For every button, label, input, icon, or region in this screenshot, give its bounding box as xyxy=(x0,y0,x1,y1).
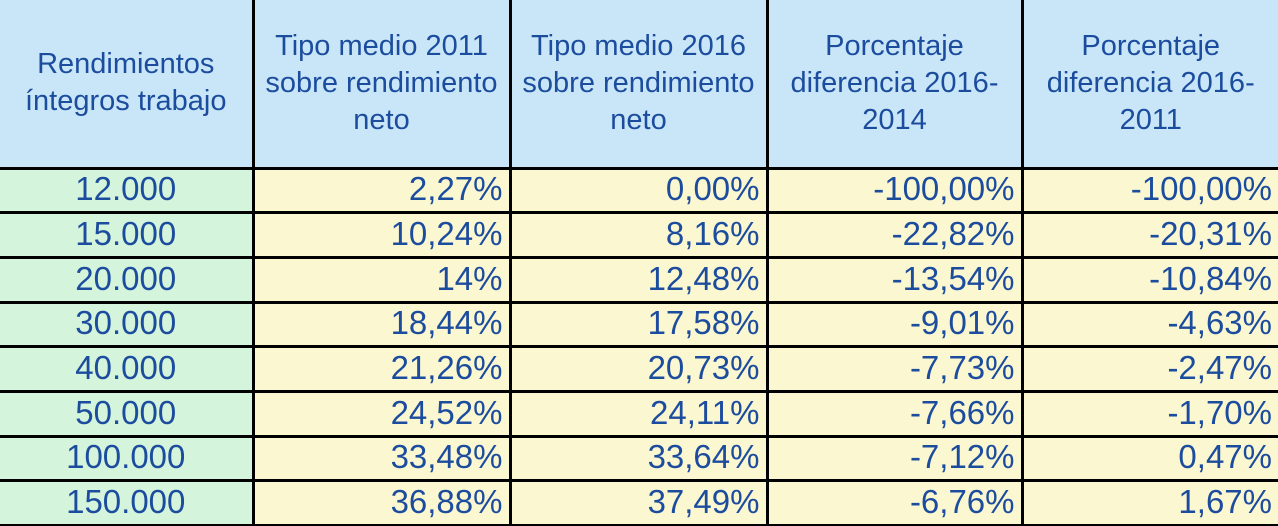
data-cell: -13,54% xyxy=(765,255,1024,304)
row-label-cell: 30.000 xyxy=(0,300,255,349)
table-row: 12.000 2,27% 0,00% -100,00% -100,00% xyxy=(0,166,1278,215)
table-row: 15.000 10,24% 8,16% -22,82% -20,31% xyxy=(0,211,1278,259)
header-tipo-medio-2011: Tipo medio 2011 sobre rendimiento neto xyxy=(251,0,512,170)
row-label-cell: 20.000 xyxy=(0,255,255,304)
data-cell: 8,16% xyxy=(508,211,769,259)
data-cell: -6,76% xyxy=(765,479,1024,526)
data-cell: -4,63% xyxy=(1020,300,1278,349)
header-row: Rendimientos íntegros trabajo Tipo medio… xyxy=(0,0,1278,170)
data-cell: 1,67% xyxy=(1020,479,1278,526)
data-cell: 24,11% xyxy=(508,389,769,438)
data-cell: -22,82% xyxy=(765,211,1024,259)
row-label-cell: 150.000 xyxy=(0,479,255,526)
data-cell: 37,49% xyxy=(508,479,769,526)
data-cell: 21,26% xyxy=(251,345,512,393)
data-cell: 2,27% xyxy=(251,166,512,215)
row-label-cell: 100.000 xyxy=(0,434,255,483)
data-cell: -100,00% xyxy=(1020,166,1278,215)
table-row: 20.000 14% 12,48% -13,54% -10,84% xyxy=(0,255,1278,304)
table-row: 150.000 36,88% 37,49% -6,76% 1,67% xyxy=(0,479,1278,526)
data-cell: -7,12% xyxy=(765,434,1024,483)
table-row: 40.000 21,26% 20,73% -7,73% -2,47% xyxy=(0,345,1278,393)
data-cell: 20,73% xyxy=(508,345,769,393)
data-cell: 33,64% xyxy=(508,434,769,483)
header-porcentaje-diferencia-2016-2011: Porcentaje diferencia 2016-2011 xyxy=(1020,0,1278,170)
data-cell: -1,70% xyxy=(1020,389,1278,438)
row-label-cell: 15.000 xyxy=(0,211,255,259)
header-rendimientos-integros-trabajo: Rendimientos íntegros trabajo xyxy=(0,0,255,170)
header-porcentaje-diferencia-2016-2014: Porcentaje diferencia 2016-2014 xyxy=(765,0,1024,170)
data-cell: 18,44% xyxy=(251,300,512,349)
data-cell: 17,58% xyxy=(508,300,769,349)
data-cell: -7,73% xyxy=(765,345,1024,393)
row-label-cell: 40.000 xyxy=(0,345,255,393)
data-cell: -20,31% xyxy=(1020,211,1278,259)
data-cell: 33,48% xyxy=(251,434,512,483)
data-cell: 24,52% xyxy=(251,389,512,438)
table-row: 100.000 33,48% 33,64% -7,12% 0,47% xyxy=(0,434,1278,483)
data-cell: -100,00% xyxy=(765,166,1024,215)
table-row: 50.000 24,52% 24,11% -7,66% -1,70% xyxy=(0,389,1278,438)
row-label-cell: 50.000 xyxy=(0,389,255,438)
table-row: 30.000 18,44% 17,58% -9,01% -4,63% xyxy=(0,300,1278,349)
data-cell: 36,88% xyxy=(251,479,512,526)
data-cell: -10,84% xyxy=(1020,255,1278,304)
data-cell: -7,66% xyxy=(765,389,1024,438)
header-tipo-medio-2016: Tipo medio 2016 sobre rendimiento neto xyxy=(508,0,769,170)
data-cell: -2,47% xyxy=(1020,345,1278,393)
row-label-cell: 12.000 xyxy=(0,166,255,215)
data-cell: 14% xyxy=(251,255,512,304)
data-cell: 10,24% xyxy=(251,211,512,259)
data-cell: 0,47% xyxy=(1020,434,1278,483)
data-cell: -9,01% xyxy=(765,300,1024,349)
data-cell: 0,00% xyxy=(508,166,769,215)
data-cell: 12,48% xyxy=(508,255,769,304)
